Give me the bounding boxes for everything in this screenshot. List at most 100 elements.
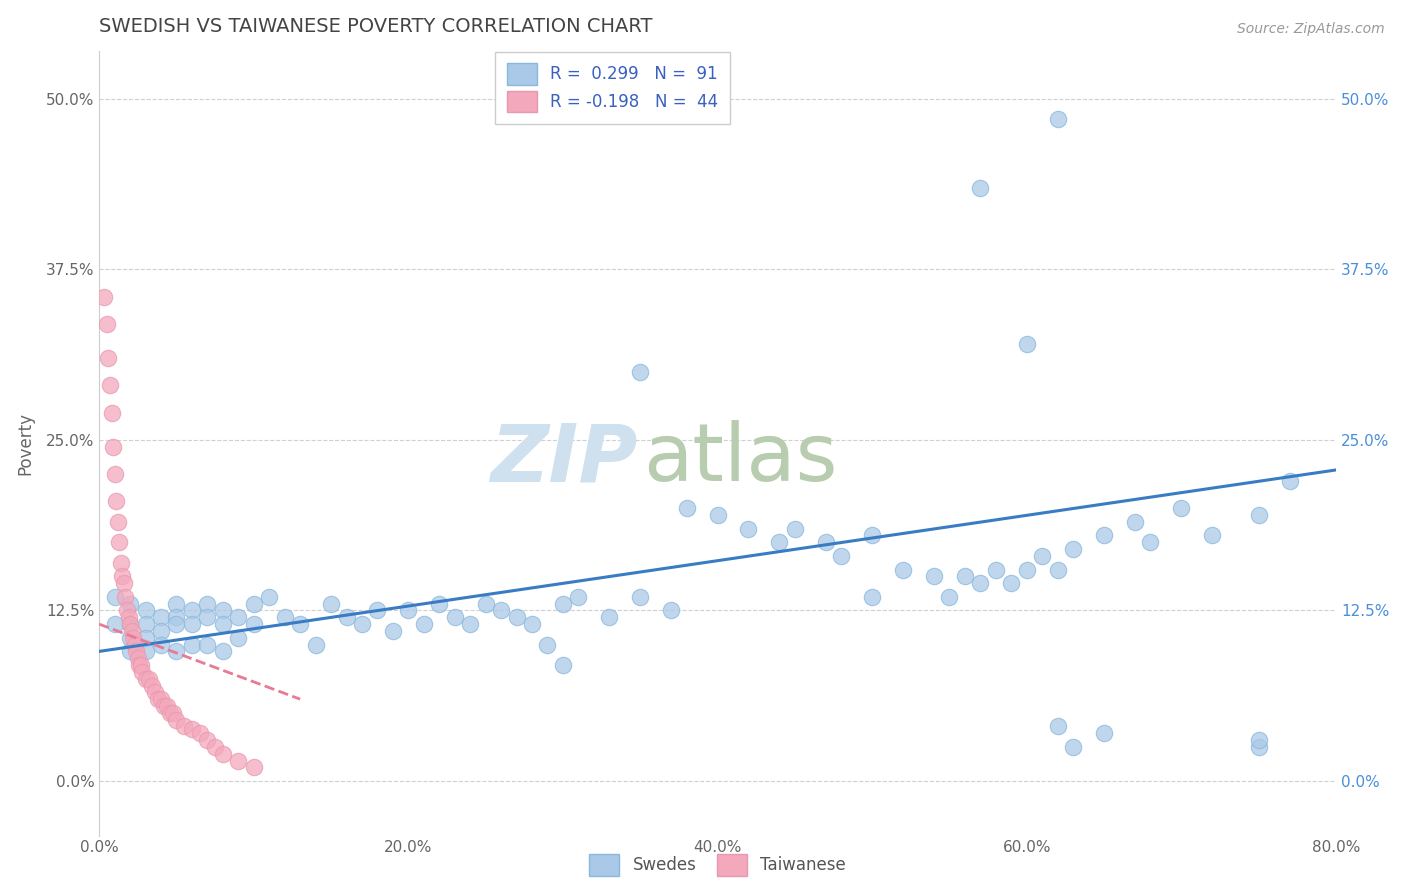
Point — [211, 747, 233, 761]
Point — [1247, 508, 1270, 522]
Point — [131, 665, 153, 679]
Point — [127, 651, 149, 665]
Point — [412, 617, 434, 632]
Point — [195, 597, 218, 611]
Point — [96, 317, 118, 331]
Point — [104, 467, 127, 481]
Point — [242, 617, 264, 632]
Point — [204, 739, 226, 754]
Point — [381, 624, 404, 638]
Point — [149, 624, 172, 638]
Point — [598, 610, 620, 624]
Point — [141, 679, 163, 693]
Point — [226, 631, 249, 645]
Point — [257, 590, 280, 604]
Point — [551, 658, 574, 673]
Point — [149, 610, 172, 624]
Point — [242, 760, 264, 774]
Point — [108, 535, 131, 549]
Point — [628, 365, 651, 379]
Point — [891, 563, 914, 577]
Point — [1170, 501, 1192, 516]
Point — [165, 597, 187, 611]
Point — [1123, 515, 1146, 529]
Point — [489, 603, 512, 617]
Point — [969, 180, 991, 194]
Point — [129, 658, 152, 673]
Point — [104, 617, 127, 632]
Point — [120, 617, 142, 632]
Point — [226, 610, 249, 624]
Point — [520, 617, 543, 632]
Point — [474, 597, 496, 611]
Point — [737, 522, 759, 536]
Point — [860, 528, 883, 542]
Point — [138, 672, 160, 686]
Point — [536, 638, 558, 652]
Point — [366, 603, 388, 617]
Point — [1046, 112, 1069, 127]
Point — [551, 597, 574, 611]
Point — [938, 590, 960, 604]
Point — [97, 351, 120, 365]
Point — [153, 698, 176, 713]
Point — [830, 549, 852, 563]
Point — [165, 610, 187, 624]
Point — [149, 638, 172, 652]
Point — [1247, 739, 1270, 754]
Point — [114, 590, 136, 604]
Point — [128, 658, 150, 673]
Point — [104, 590, 127, 604]
Point — [860, 590, 883, 604]
Point — [567, 590, 589, 604]
Point — [165, 617, 187, 632]
Point — [1092, 528, 1115, 542]
Point — [111, 569, 134, 583]
Point — [149, 692, 172, 706]
Point — [159, 706, 181, 720]
Point — [1015, 563, 1038, 577]
Point — [195, 733, 218, 747]
Point — [180, 617, 202, 632]
Point — [180, 638, 202, 652]
Point — [110, 556, 132, 570]
Point — [211, 617, 233, 632]
Point — [1139, 535, 1161, 549]
Point — [659, 603, 682, 617]
Point — [143, 685, 166, 699]
Point — [117, 610, 139, 624]
Point — [304, 638, 326, 652]
Text: Source: ZipAtlas.com: Source: ZipAtlas.com — [1237, 22, 1385, 37]
Point — [814, 535, 837, 549]
Point — [427, 597, 450, 611]
Point — [120, 644, 142, 658]
Point — [146, 692, 169, 706]
Point — [1046, 719, 1069, 733]
Point — [1062, 542, 1084, 557]
Point — [165, 644, 187, 658]
Point — [93, 290, 115, 304]
Text: atlas: atlas — [644, 420, 838, 498]
Point — [195, 610, 218, 624]
Point — [458, 617, 481, 632]
Point — [288, 617, 311, 632]
Point — [396, 603, 419, 617]
Point — [1062, 739, 1084, 754]
Point — [120, 597, 142, 611]
Point — [173, 719, 195, 733]
Legend: Swedes, Taiwanese: Swedes, Taiwanese — [582, 847, 852, 882]
Point — [211, 603, 233, 617]
Point — [783, 522, 806, 536]
Point — [1015, 337, 1038, 351]
Point — [134, 672, 156, 686]
Point — [188, 726, 211, 740]
Point — [211, 644, 233, 658]
Point — [165, 713, 187, 727]
Point — [675, 501, 697, 516]
Point — [242, 597, 264, 611]
Point — [1201, 528, 1223, 542]
Point — [443, 610, 465, 624]
Point — [1031, 549, 1053, 563]
Point — [134, 644, 156, 658]
Point — [100, 406, 122, 420]
